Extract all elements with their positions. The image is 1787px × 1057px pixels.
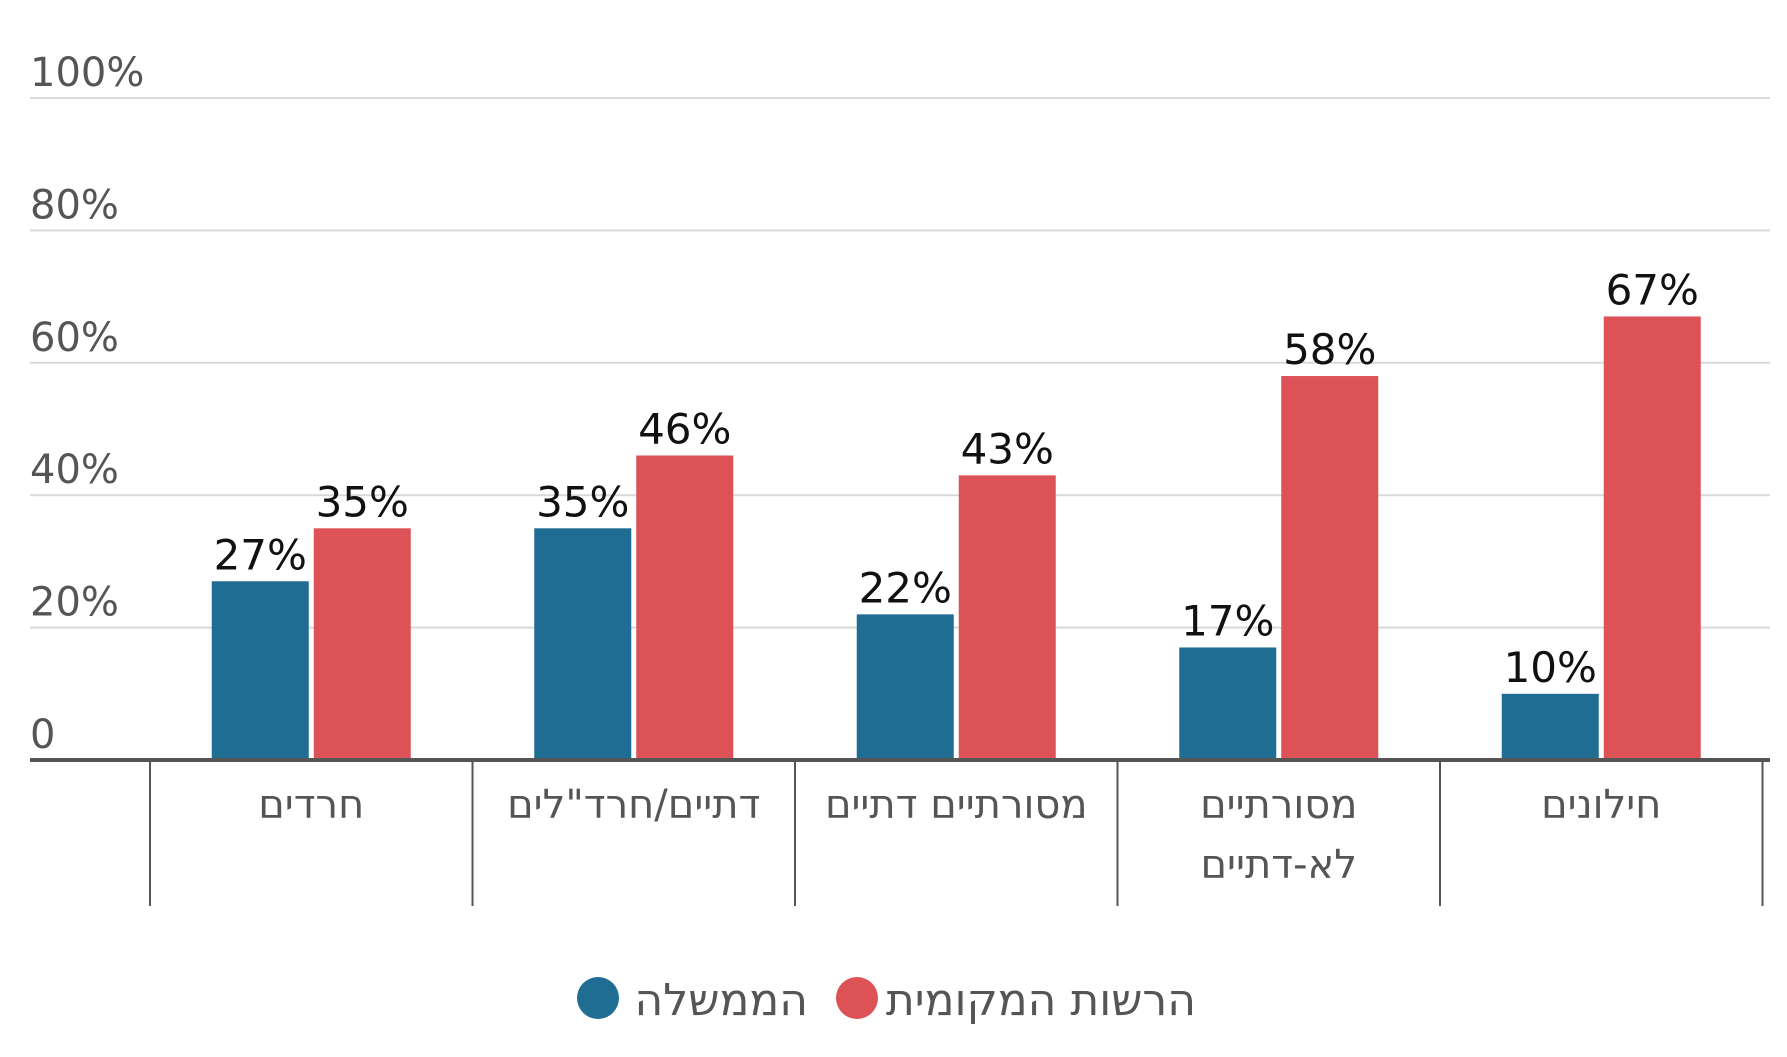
value-label: 17% [1181,596,1274,645]
category-label: מסורתיים [1200,782,1357,828]
gridlines [30,97,1770,629]
category-label: דתיים/חרד"לים [507,782,760,828]
category-label: חרדים [258,782,364,828]
value-label: 58% [1283,325,1376,374]
value-label: 27% [214,530,307,579]
y-tick-label: 100% [30,50,144,96]
y-axis-ticks: 0 20% 40% 60% 80% 100% [30,50,144,758]
legend-item-local-authority: הרשות המקומית [836,975,1196,1026]
y-tick-label: 80% [30,182,119,228]
category-label: חילונים [1541,782,1661,828]
value-label: 35% [316,477,409,526]
value-labels: 27%35% 35%46%22%43%17%58%10%67% [214,265,1699,691]
x-axis [30,758,1770,906]
category-label: מסורתיים דתיים [825,782,1088,828]
bar-government [1179,647,1277,760]
legend-swatch [577,977,619,1019]
category-labels: חרדים דתיים/חרד"לים מסורתיים דתיים מסורתיים… [258,782,1661,888]
value-label: 43% [961,424,1054,473]
y-tick-label: 20% [30,580,119,626]
bar-local-authority [1603,316,1701,760]
value-label: 10% [1504,643,1597,692]
bar-local-authority [1281,376,1379,760]
legend-label: הממשלה [635,975,808,1026]
y-tick-label: 40% [30,447,119,493]
legend: הרשות המקומית הממשלה [577,975,1196,1026]
bar-local-authority [958,475,1056,760]
y-tick-label: 60% [30,315,119,361]
legend-swatch [836,977,878,1019]
category-label: לא-דתיים [1201,842,1357,888]
value-label: 67% [1606,265,1699,314]
bar-local-authority [636,455,734,760]
value-label: 46% [638,404,731,453]
bar-government [211,581,309,760]
bars [211,316,1701,760]
legend-item-government: הממשלה [577,975,808,1026]
y-tick-label: 0 [30,712,55,758]
value-label: 35% [536,477,629,526]
bar-local-authority [313,528,411,760]
value-label: 22% [859,563,952,612]
bar-government [534,528,632,760]
bar-government [856,614,954,760]
legend-label: הרשות המקומית [886,975,1196,1026]
bar-government [1501,693,1599,760]
